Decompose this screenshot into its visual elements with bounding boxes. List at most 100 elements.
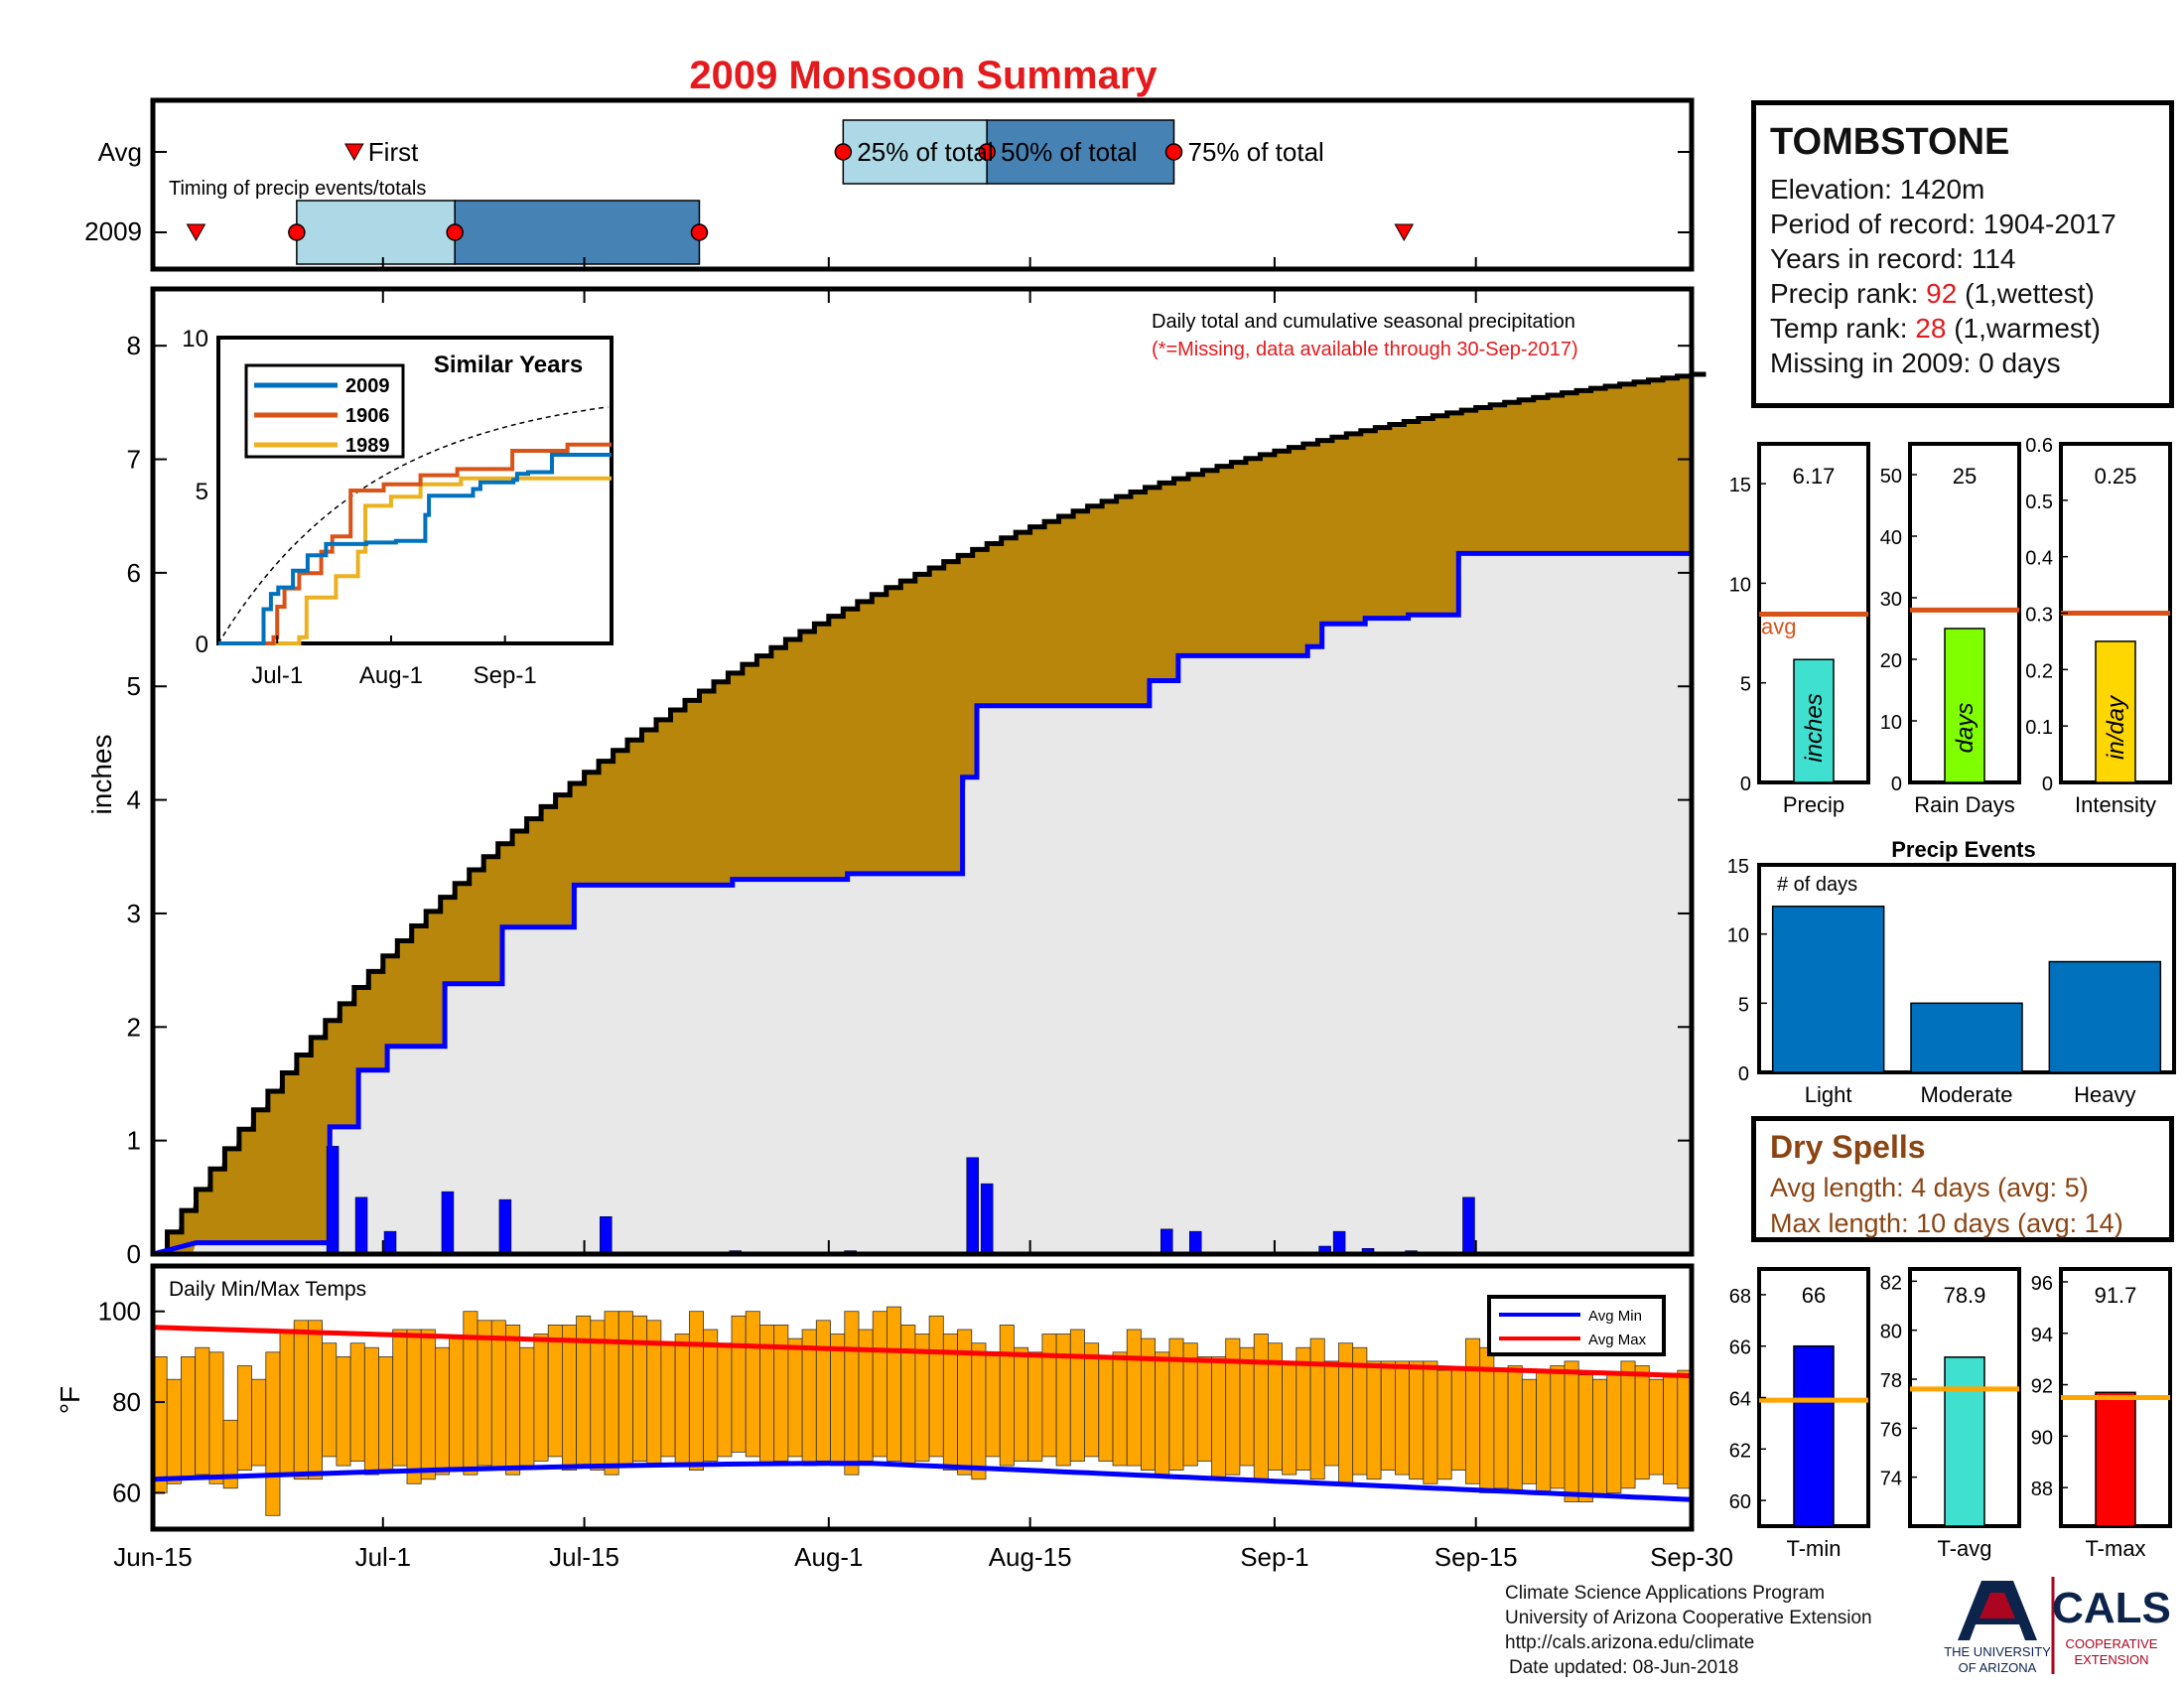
timing-box-25-50 xyxy=(296,200,456,265)
temp-summary-value-label: 91.7 xyxy=(2095,1283,2137,1308)
daily-temp-bar xyxy=(1450,1369,1466,1471)
daily-temp-bar xyxy=(1098,1356,1114,1462)
timing-2009-label: 2009 xyxy=(84,216,142,246)
summary-category-label: Precip xyxy=(1783,792,1844,817)
dry-spells-avg: Avg length: 4 days (avg: 5) xyxy=(1770,1173,2089,1202)
footer-credits: Climate Science Applications Program Uni… xyxy=(1505,1581,1872,1680)
daily-temp-bar xyxy=(830,1334,846,1467)
summary-bar-Intensity xyxy=(2095,640,2136,783)
daily-temp-bar xyxy=(1648,1378,1664,1476)
daily-precip-bar xyxy=(1462,1196,1475,1255)
daily-precip-bar xyxy=(600,1216,613,1255)
temp-summary-ytick-label: 62 xyxy=(1729,1440,1751,1462)
temp-summary-bar-T-avg xyxy=(1944,1356,1985,1527)
temp-ytick-label: 80 xyxy=(112,1387,141,1417)
summary-bar-Precip xyxy=(1793,658,1835,783)
precip-events-bar xyxy=(2048,960,2162,1073)
main-ytick-label: 7 xyxy=(127,445,141,475)
main-ytick-label: 0 xyxy=(127,1239,141,1269)
daily-temp-bar xyxy=(1323,1360,1339,1467)
daily-precip-bar xyxy=(383,1230,397,1255)
average-cumulative-line xyxy=(153,371,1706,1257)
inset-ytick-label: 5 xyxy=(196,479,208,505)
daily-temp-bar xyxy=(378,1356,394,1472)
footer-line4: Date updated: 08-Jun-2018 xyxy=(1509,1657,1739,1678)
timing-marker-p25 xyxy=(834,143,853,161)
temp-rank-suffix: (1,warmest) xyxy=(1946,313,2102,344)
station-elevation: Elevation: 1420m xyxy=(1770,174,1985,205)
daily-temp-bar xyxy=(236,1365,252,1471)
daily-temp-bar xyxy=(349,1342,365,1462)
daily-temp-bar xyxy=(1380,1360,1396,1472)
main-chart-missing-note: (*=Missing, data available through 30-Se… xyxy=(1152,339,1578,360)
timing-triangle-first xyxy=(186,223,206,242)
station-missing: Missing in 2009: 0 days xyxy=(1770,348,2061,378)
temp-chart-border xyxy=(150,1263,1695,1532)
station-temp-rank: Temp rank: 28 (1,warmest) xyxy=(1770,311,2155,346)
temp-chart-marks: 60 80 100 xyxy=(98,1297,1693,1516)
temp-rank-value: 28 xyxy=(1915,313,1947,344)
precip-events-marks: # of days Light Moderate Heavy 0 5 10 15 xyxy=(1727,856,2176,1107)
station-name: TOMBSTONE xyxy=(1770,121,2010,163)
temp-summary-ytick-label: 94 xyxy=(2031,1325,2053,1346)
avg-max-temp-line xyxy=(152,1325,1693,1379)
timing-panel: Avg 2009 Timing of precip events/totals … xyxy=(84,97,1913,272)
summary-bar-Rain Days xyxy=(1944,628,1985,783)
main-ytick-label: 8 xyxy=(127,331,141,360)
temp-summary-ytick-label: 60 xyxy=(1729,1491,1751,1513)
daily-temp-bar xyxy=(322,1342,338,1458)
daily-temp-bar xyxy=(1239,1346,1255,1467)
cals-logo: CALS COOPERATIVE EXTENSION xyxy=(2052,1584,2171,1667)
daily-precip-bar xyxy=(980,1183,994,1255)
daily-temp-bar xyxy=(208,1351,224,1484)
temp-summary-ytick-label: 74 xyxy=(1880,1469,1902,1490)
inset-legend-label-1906: 1906 xyxy=(345,405,390,427)
summary-ytick-label: 0 xyxy=(1891,774,1902,795)
temp-summary-value-label: 66 xyxy=(1802,1283,1826,1308)
daily-temp-bar xyxy=(449,1337,465,1471)
summary-ytick-label: 50 xyxy=(1880,466,1902,488)
timing-pct50-label: 50% of total xyxy=(1001,137,1137,167)
daily-temp-bar xyxy=(180,1356,196,1480)
inset-legend-label-1989: 1989 xyxy=(345,435,390,457)
timing-marker-p25 xyxy=(288,223,306,241)
daily-temp-bar xyxy=(1309,1337,1325,1480)
daily-temp-bar xyxy=(1155,1351,1170,1476)
precip-events-title: Precip Events xyxy=(1891,837,2036,862)
date-xtick-label: Sep-30 xyxy=(1650,1542,1733,1572)
ua-logo: THE UNIVERSITY OF ARIZONA xyxy=(1944,1581,2051,1675)
summary-unit-label: in/day xyxy=(2103,694,2129,760)
precip-events-category-label: Light xyxy=(1805,1082,1852,1107)
precip-events-bar xyxy=(1910,1002,2023,1073)
summary-bar-panels: 6.17 inches Precip 0 5 10 15 avg 25 days Rain Days… xyxy=(1729,435,2172,817)
temp-summary-ytick-label: 66 xyxy=(1729,1337,1751,1359)
daily-temp-bar xyxy=(1196,1356,1212,1462)
daily-temp-bar xyxy=(562,1325,578,1472)
inset-title: Similar Years xyxy=(434,352,583,378)
main-ytick-label: 3 xyxy=(127,899,141,928)
station-info-box: TOMBSTONE Elevation: 1420m Period of rec… xyxy=(1751,100,2174,408)
summary-ytick-label: 0 xyxy=(1740,774,1751,795)
precip-events-bar xyxy=(1771,906,1885,1073)
inset-xtick-label: Jul-1 xyxy=(251,662,303,689)
daily-temp-bar xyxy=(1663,1374,1679,1484)
daily-temp-bar xyxy=(787,1337,803,1458)
daily-temp-bar xyxy=(1395,1360,1411,1476)
daily-temp-bar xyxy=(1126,1329,1142,1467)
daily-temp-bar xyxy=(1112,1351,1128,1467)
daily-temp-bar xyxy=(1282,1360,1297,1476)
date-axis-ticks: Jun-15 Jul-1 Jul-15 Aug-1 Aug-15 Sep-1 Sep-15 S… xyxy=(113,257,1733,1572)
daily-temp-bar xyxy=(293,1320,309,1480)
date-xtick-label: Aug-1 xyxy=(794,1542,863,1572)
precip-events-subtitle: # of days xyxy=(1777,874,1857,896)
temp-summary-ytick-label: 80 xyxy=(1880,1322,1902,1343)
figure-title: 2009 Monsoon Summary xyxy=(689,54,1158,97)
daily-temp-bar xyxy=(406,1329,422,1484)
inset-xtick-label: Sep-1 xyxy=(474,662,537,689)
daily-temp-bar xyxy=(887,1306,902,1462)
timing-pct25-label: 25% of total xyxy=(857,137,993,167)
daily-temp-bar xyxy=(420,1329,436,1480)
summary-ytick-label: 5 xyxy=(1740,674,1751,696)
